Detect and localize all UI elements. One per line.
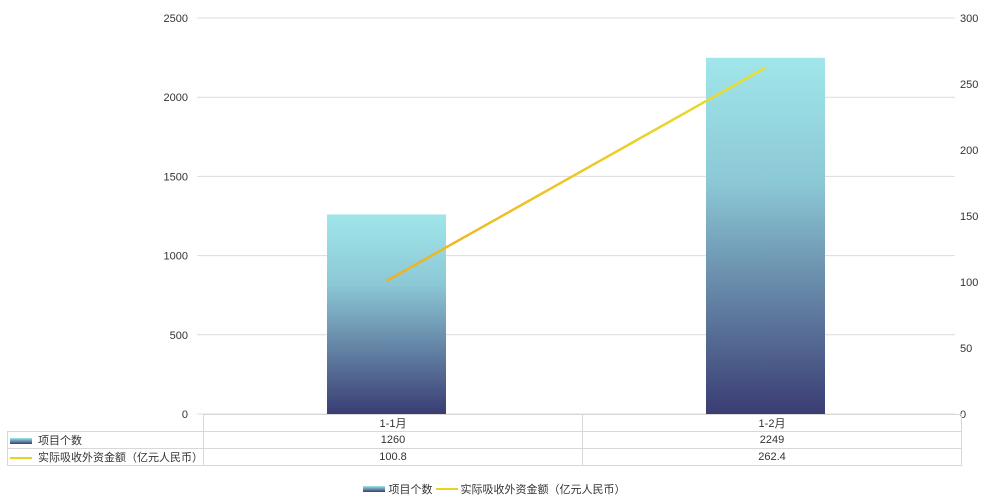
y-left-tick-label: 1000	[164, 251, 188, 263]
row-label: 项目个数	[38, 435, 82, 447]
y-right-tick-label: 50	[960, 343, 972, 355]
y-left-tick-label: 2000	[164, 92, 188, 104]
table-cell: 2249	[582, 431, 962, 449]
table-header-row: 1-1月 1-2月	[7, 414, 962, 432]
table-cell: 1260	[203, 431, 583, 449]
legend-item-line[interactable]: 实际吸收外资金额（亿元人民币）	[435, 483, 626, 496]
legend: 项目个数 实际吸收外资金额（亿元人民币）	[0, 481, 989, 497]
bar	[327, 214, 446, 414]
y-left-tick-label: 1500	[164, 171, 188, 183]
y-right-tick-label: 100	[960, 277, 978, 289]
bar-swatch-icon	[363, 486, 386, 492]
bar	[706, 57, 825, 415]
category-label: 1-2月	[582, 414, 962, 432]
y-right-tick-label: 300	[960, 13, 978, 25]
y-right-tick-label: 0	[960, 409, 966, 421]
data-table: 1-1月 1-2月 项目个数 1260 2249 实际吸收外资金额（亿元人民币）…	[7, 414, 962, 466]
category-label: 1-1月	[203, 414, 583, 432]
y-left-tick-label: 2500	[164, 13, 188, 25]
table-row: 实际吸收外资金额（亿元人民币） 100.8 262.4	[7, 448, 962, 466]
table-cell: 262.4	[582, 448, 962, 466]
y-right-tick-label: 200	[960, 145, 978, 157]
table-row: 项目个数 1260 2249	[7, 431, 962, 449]
bar-swatch-icon	[10, 438, 32, 445]
table-cell: 100.8	[203, 448, 583, 466]
series-line	[385, 66, 767, 283]
line-swatch-icon	[435, 488, 458, 490]
y-right-tick-label: 150	[960, 211, 978, 223]
line-swatch-icon	[10, 457, 32, 460]
row-label: 实际吸收外资金额（亿元人民币）	[38, 452, 203, 464]
y-left-tick-label: 500	[170, 330, 188, 342]
legend-item-bar[interactable]: 项目个数	[363, 483, 432, 496]
y-right-tick-label: 250	[960, 79, 978, 91]
